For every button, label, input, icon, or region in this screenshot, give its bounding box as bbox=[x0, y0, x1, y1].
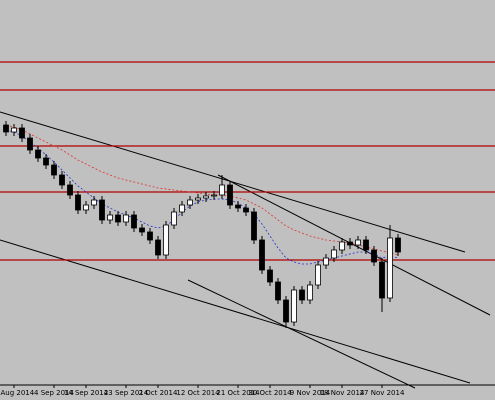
x-tick-label: 9 Nov 2014 bbox=[290, 389, 331, 397]
x-tick-label: 14 Sep 2014 bbox=[64, 389, 109, 397]
candle-body bbox=[19, 127, 25, 139]
candle-body bbox=[171, 211, 177, 226]
trendline bbox=[0, 239, 471, 384]
candle-body bbox=[195, 197, 201, 201]
candle-body bbox=[227, 184, 233, 206]
candle-body bbox=[155, 239, 161, 256]
candle-body bbox=[291, 289, 297, 323]
candle-body bbox=[59, 174, 65, 186]
candle-body bbox=[11, 127, 17, 133]
candle-body bbox=[283, 299, 289, 323]
moving-average bbox=[5, 129, 399, 265]
candle-body bbox=[131, 214, 137, 229]
candle-body bbox=[67, 184, 73, 196]
candle-body bbox=[251, 211, 257, 241]
x-tick-label: 6 Aug 2014 bbox=[0, 389, 35, 397]
candle-body bbox=[115, 214, 121, 223]
candle-body bbox=[323, 257, 329, 266]
candle-body bbox=[259, 239, 265, 271]
candle-body bbox=[83, 204, 89, 211]
candle-body bbox=[179, 204, 185, 213]
x-tick-label: 30 Oct 2014 bbox=[248, 389, 292, 397]
candle-body bbox=[347, 241, 353, 246]
candle-body bbox=[315, 264, 321, 286]
candle-body bbox=[163, 224, 169, 256]
candle-body bbox=[75, 194, 81, 211]
x-tick-label: 2 Oct 2014 bbox=[139, 389, 178, 397]
candle-body bbox=[91, 199, 97, 206]
candle-body bbox=[147, 231, 153, 241]
candle-body bbox=[219, 184, 225, 196]
candle-body bbox=[243, 207, 249, 213]
candle-body bbox=[27, 137, 33, 151]
candle-body bbox=[99, 199, 105, 221]
candle-body bbox=[307, 284, 313, 301]
candle-body bbox=[267, 269, 273, 283]
candle-body bbox=[275, 281, 281, 301]
moving-average bbox=[5, 124, 399, 256]
candle-body bbox=[43, 157, 49, 166]
candle-body bbox=[355, 239, 361, 246]
candle-body bbox=[387, 237, 393, 299]
candle-body bbox=[139, 227, 145, 233]
candle-body bbox=[379, 261, 385, 299]
candle-body bbox=[211, 194, 217, 197]
candle-body bbox=[203, 195, 209, 199]
candle-body bbox=[339, 241, 345, 251]
candle-body bbox=[51, 164, 57, 176]
candle-body bbox=[363, 239, 369, 251]
candle-body bbox=[371, 249, 377, 263]
trendline bbox=[217, 174, 491, 316]
candle-body bbox=[35, 149, 41, 159]
candle-body bbox=[187, 199, 193, 206]
x-tick-label: 23 Sep 2014 bbox=[104, 389, 149, 397]
trendlines bbox=[0, 111, 491, 389]
candle-body bbox=[123, 214, 129, 223]
candle-body bbox=[395, 237, 401, 253]
candle-body bbox=[235, 204, 241, 209]
candle-body bbox=[331, 249, 337, 259]
trendline bbox=[187, 279, 416, 389]
candle-body bbox=[299, 289, 305, 301]
x-tick-label: 18 Nov 2014 bbox=[320, 389, 365, 397]
x-tick-label: 21 Oct 2014 bbox=[216, 389, 260, 397]
candle-body bbox=[107, 214, 113, 221]
x-tick-label: 12 Oct 2014 bbox=[176, 389, 220, 397]
candle-body bbox=[3, 124, 9, 133]
x-tick-label: 27 Nov 2014 bbox=[360, 389, 405, 397]
x-tick-label: 4 Sep 2014 bbox=[34, 389, 74, 397]
